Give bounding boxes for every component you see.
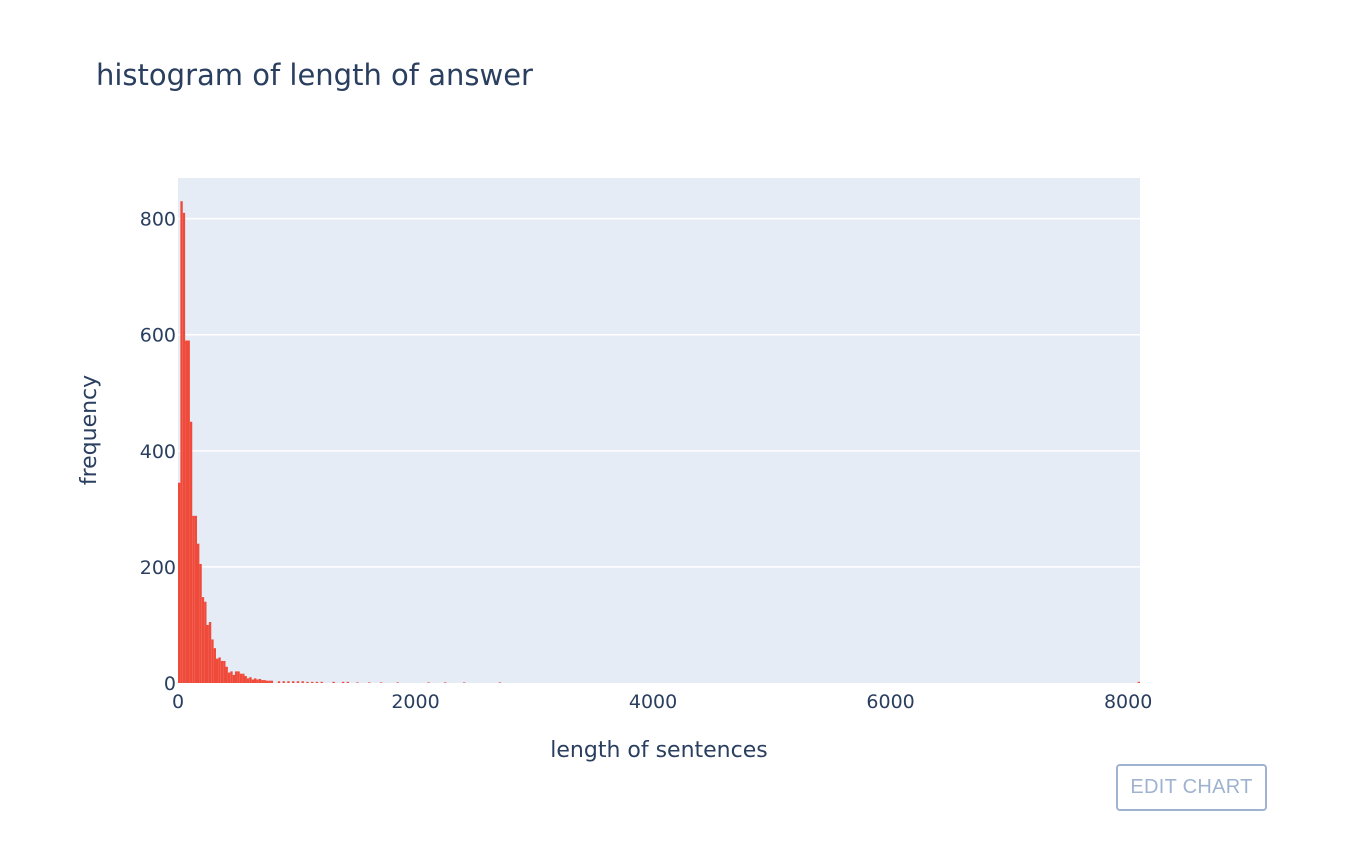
x-tick-label: 2000 xyxy=(391,691,439,713)
histogram-bar xyxy=(256,679,259,683)
histogram-bar xyxy=(270,680,274,683)
histogram-bar xyxy=(263,680,266,683)
histogram-bar xyxy=(498,682,502,683)
bars xyxy=(178,201,1140,684)
histogram-bar xyxy=(287,681,290,683)
histogram-bar xyxy=(194,515,198,683)
histogram-bar xyxy=(268,680,271,683)
histogram-bar xyxy=(254,678,257,683)
histogram-bar xyxy=(320,681,323,683)
y-gridlines xyxy=(178,217,1140,568)
histogram-bar xyxy=(211,639,214,683)
histogram-bar xyxy=(182,212,186,684)
plot-area xyxy=(178,178,1140,683)
histogram-bar xyxy=(227,672,231,683)
histogram-bar xyxy=(265,680,269,683)
histogram-bar xyxy=(197,543,200,683)
histogram-bar xyxy=(216,658,219,683)
histogram-bar xyxy=(235,671,238,683)
histogram-bar xyxy=(213,648,217,683)
histogram-bar xyxy=(246,678,250,683)
x-axis-title: length of sentences xyxy=(550,738,767,763)
histogram-bar xyxy=(199,564,202,683)
histogram-bar xyxy=(261,680,264,683)
x-tick-label: 8000 xyxy=(1104,691,1152,713)
x-tick-label: 0 xyxy=(172,691,184,713)
histogram-bar xyxy=(189,421,193,683)
histogram-bar xyxy=(192,515,195,683)
histogram-bar xyxy=(315,681,319,683)
histogram-bar xyxy=(178,482,181,683)
histogram-bar xyxy=(180,201,183,683)
histogram-bar xyxy=(379,682,383,683)
histogram-bar xyxy=(244,676,247,683)
histogram-bar xyxy=(444,682,447,683)
histogram-bar xyxy=(258,678,262,683)
histogram-bar xyxy=(296,681,300,683)
histogram-bar xyxy=(208,622,212,683)
y-tick-label: 600 xyxy=(140,325,176,347)
histogram-bar xyxy=(427,682,430,683)
histogram-bar xyxy=(218,657,221,683)
histogram-bar xyxy=(311,681,314,683)
histogram-bar xyxy=(187,340,190,683)
histogram-bar xyxy=(463,682,466,683)
histogram-bar xyxy=(242,673,245,683)
x-tick-label: 6000 xyxy=(866,691,914,713)
histogram-bar xyxy=(306,681,309,683)
histogram-bar xyxy=(332,681,335,683)
histogram-bar xyxy=(185,340,188,683)
y-tick-label: 400 xyxy=(140,441,176,463)
histogram-bar xyxy=(232,674,236,683)
histogram-bar xyxy=(368,682,371,683)
y-tick-label: 0 xyxy=(164,673,176,695)
histogram-bar xyxy=(251,679,255,683)
edit-chart-button[interactable]: EDIT CHART xyxy=(1116,764,1267,811)
histogram-bar xyxy=(237,671,240,683)
histogram-bar xyxy=(206,624,209,683)
histogram-bar xyxy=(396,682,399,683)
histogram-bar xyxy=(301,681,304,683)
histogram-bar xyxy=(282,681,285,683)
x-tick-labels: 0 2000 4000 6000 8000 xyxy=(172,691,1152,713)
histogram-bar xyxy=(204,601,207,683)
y-tick-labels: 0 200 400 600 800 xyxy=(140,209,176,695)
histogram-bar xyxy=(341,681,345,683)
y-axis-title: frequency xyxy=(77,375,102,485)
y-tick-label: 800 xyxy=(140,209,176,231)
histogram-bar xyxy=(223,660,226,683)
x-tick-label: 4000 xyxy=(629,691,677,713)
histogram-bar xyxy=(225,666,228,683)
histogram-bar xyxy=(220,660,224,683)
histogram-bar xyxy=(201,597,205,683)
histogram-bar xyxy=(277,681,281,683)
histogram-bar xyxy=(292,681,295,683)
y-tick-label: 200 xyxy=(140,557,176,579)
histogram-bar xyxy=(356,682,359,683)
chart-title: histogram of length of answer xyxy=(96,58,533,92)
histogram-bar xyxy=(230,671,233,683)
histogram-bar xyxy=(249,677,252,683)
histogram-bar xyxy=(239,673,243,683)
histogram-bar xyxy=(346,681,350,683)
histogram-bar xyxy=(1137,681,1140,683)
